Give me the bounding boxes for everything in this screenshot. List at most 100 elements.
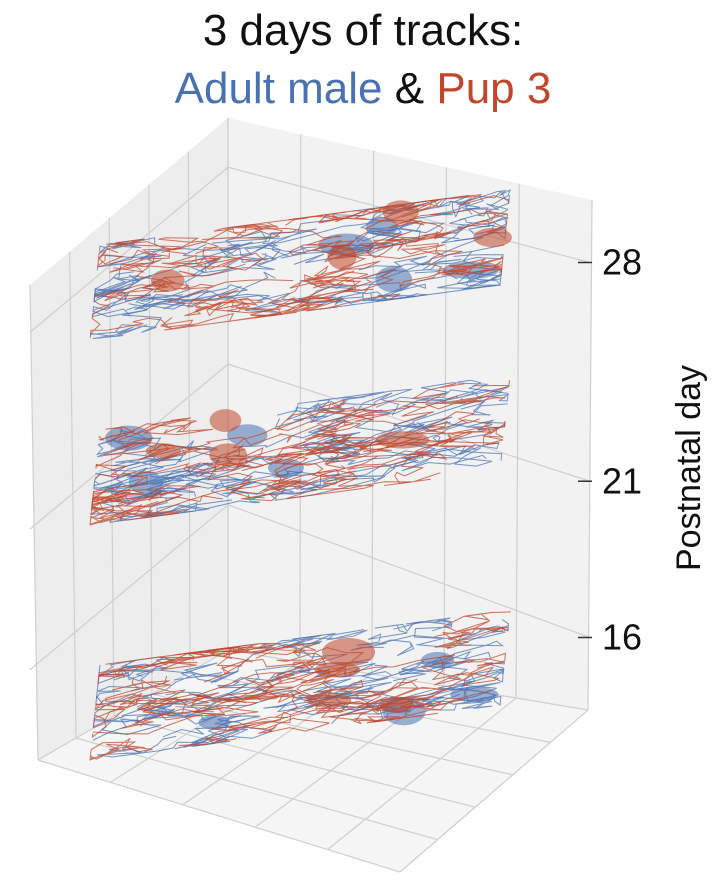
grid-line bbox=[29, 166, 229, 333]
track-line bbox=[430, 190, 510, 221]
track-line bbox=[289, 420, 506, 458]
track-density-blob bbox=[145, 443, 182, 459]
legend-adult-male: Adult male bbox=[174, 64, 383, 113]
grid-line bbox=[299, 134, 302, 663]
track-line bbox=[128, 689, 211, 717]
track-line bbox=[128, 276, 209, 310]
track-line bbox=[89, 300, 194, 338]
z-tick-label: 21 bbox=[602, 460, 642, 501]
z-tick-label: 16 bbox=[602, 617, 642, 658]
track-line bbox=[184, 289, 282, 317]
track-line bbox=[274, 415, 416, 445]
z-axis-label: Postnatal day bbox=[670, 365, 708, 571]
right-back-pane bbox=[228, 118, 592, 710]
track-density-blob bbox=[227, 424, 268, 447]
track-line bbox=[115, 495, 223, 521]
track-line bbox=[169, 643, 327, 669]
track-density-blob bbox=[150, 269, 185, 292]
legend-pup-3: Pup 3 bbox=[436, 64, 552, 113]
track-density-blob bbox=[379, 696, 414, 713]
grid-line bbox=[37, 649, 229, 761]
track-density-blob bbox=[473, 227, 512, 248]
track-density-blob bbox=[322, 638, 376, 667]
track-line bbox=[101, 467, 210, 508]
track-line bbox=[89, 306, 162, 340]
track-density-blob bbox=[306, 692, 352, 708]
track-line bbox=[361, 244, 505, 280]
track-line bbox=[96, 670, 168, 699]
track-density-blob bbox=[366, 217, 399, 237]
track-line bbox=[420, 382, 510, 410]
track-line bbox=[254, 290, 336, 319]
track-line bbox=[304, 249, 381, 287]
track-line bbox=[155, 412, 374, 465]
grid-line bbox=[69, 251, 77, 739]
track-line bbox=[441, 256, 504, 276]
chart-title-line2: Adult male & Pup 3 bbox=[0, 64, 726, 114]
track-line bbox=[288, 218, 485, 256]
track-density-blob bbox=[209, 443, 248, 467]
track-line bbox=[318, 388, 413, 416]
track-lines bbox=[89, 188, 512, 761]
track-line bbox=[271, 434, 353, 487]
track-line bbox=[91, 677, 143, 739]
track-line bbox=[421, 665, 505, 703]
track-line bbox=[97, 654, 214, 685]
track-line bbox=[172, 644, 254, 661]
track-line bbox=[436, 268, 503, 289]
track-line bbox=[89, 737, 153, 761]
track-line bbox=[162, 470, 317, 490]
track-line bbox=[347, 453, 448, 485]
track-line bbox=[261, 434, 475, 494]
track-line bbox=[404, 268, 503, 299]
track-line bbox=[334, 231, 470, 276]
track-line bbox=[304, 395, 458, 441]
track-line bbox=[94, 460, 233, 479]
track-line bbox=[329, 696, 464, 725]
track-density-blob bbox=[382, 200, 419, 224]
grid-line bbox=[327, 697, 517, 851]
track-density-blob bbox=[375, 431, 430, 449]
track-line bbox=[202, 217, 308, 240]
track-line bbox=[109, 249, 266, 273]
legend-joiner: & bbox=[394, 64, 425, 113]
grid-line bbox=[29, 504, 229, 671]
track-line bbox=[218, 647, 365, 693]
track-line bbox=[206, 280, 344, 313]
track-line bbox=[392, 640, 505, 687]
track-line bbox=[316, 411, 480, 465]
track-line bbox=[90, 455, 309, 516]
track-line bbox=[358, 234, 446, 259]
grid-line bbox=[108, 218, 115, 717]
track-line bbox=[92, 657, 327, 735]
track-line bbox=[194, 298, 273, 317]
grid-line bbox=[75, 737, 438, 841]
grid-line bbox=[227, 363, 591, 482]
chart-title-line1: 3 days of tracks: bbox=[202, 6, 524, 55]
track-line bbox=[97, 643, 306, 683]
grid-line bbox=[399, 709, 589, 873]
track-line bbox=[92, 679, 176, 728]
track-density-blob bbox=[105, 425, 153, 451]
track-density-blob bbox=[267, 458, 305, 477]
track-density-blob bbox=[209, 409, 242, 433]
track-line bbox=[277, 399, 345, 424]
grid-line bbox=[443, 167, 447, 687]
track-line bbox=[385, 659, 475, 701]
track-line bbox=[425, 380, 510, 410]
track-line bbox=[276, 399, 426, 430]
track-line bbox=[286, 470, 412, 500]
pup-3-tracks bbox=[89, 194, 512, 761]
grid-line bbox=[515, 183, 520, 699]
track-line bbox=[98, 418, 214, 441]
track-line bbox=[210, 692, 299, 731]
grid-line bbox=[37, 759, 401, 873]
track-line bbox=[358, 214, 509, 271]
track-line bbox=[405, 617, 509, 649]
track-line bbox=[195, 654, 456, 700]
z-tick-label: 28 bbox=[602, 242, 642, 283]
grid-line bbox=[587, 199, 593, 711]
track-line bbox=[89, 501, 159, 526]
track-line bbox=[431, 652, 506, 686]
